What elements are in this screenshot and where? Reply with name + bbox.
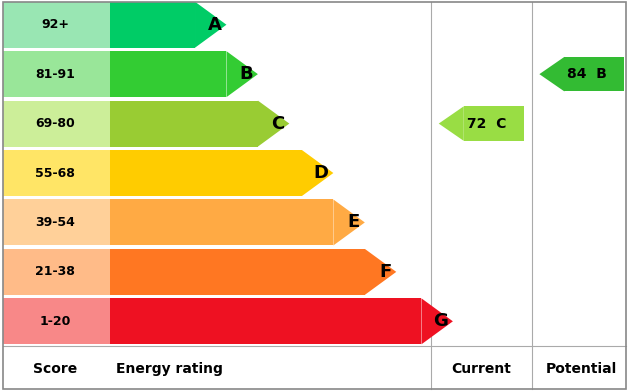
Bar [3, 249, 110, 295]
Text: 69-80: 69-80 [35, 117, 75, 130]
Text: 39-54: 39-54 [35, 216, 75, 229]
Text: 84  B: 84 B [567, 67, 607, 81]
Bar [110, 150, 302, 196]
Text: Current: Current [451, 362, 511, 375]
Bar [110, 2, 195, 48]
Bar [110, 249, 365, 295]
Text: F: F [379, 263, 392, 281]
Bar [3, 298, 110, 344]
Text: 1-20: 1-20 [40, 315, 70, 328]
Text: G: G [433, 312, 448, 330]
Polygon shape [421, 298, 453, 344]
Bar [3, 199, 110, 246]
Bar [3, 51, 110, 97]
Text: Potential: Potential [546, 362, 618, 375]
Text: 72  C: 72 C [467, 117, 506, 131]
Bar [564, 57, 625, 91]
Text: Energy rating: Energy rating [116, 362, 223, 375]
Polygon shape [302, 150, 333, 196]
Text: 81-91: 81-91 [35, 68, 75, 81]
Text: D: D [314, 164, 329, 182]
Polygon shape [195, 2, 226, 48]
Polygon shape [333, 199, 365, 246]
Polygon shape [226, 51, 258, 97]
Text: 92+: 92+ [41, 18, 69, 31]
Text: Score: Score [33, 362, 77, 375]
Text: 55-68: 55-68 [35, 167, 75, 179]
Text: C: C [271, 115, 285, 133]
Text: A: A [208, 16, 222, 34]
Polygon shape [439, 106, 464, 141]
Bar [3, 150, 110, 196]
Polygon shape [258, 100, 289, 147]
Bar [3, 2, 110, 48]
Polygon shape [365, 249, 396, 295]
Text: B: B [240, 65, 253, 83]
Polygon shape [540, 57, 564, 91]
Bar [464, 106, 524, 141]
Text: 21-38: 21-38 [35, 265, 75, 278]
Text: E: E [348, 213, 360, 231]
Bar [110, 298, 421, 344]
Bar [3, 100, 110, 147]
Bar [110, 51, 226, 97]
Bar [110, 199, 333, 246]
Bar [110, 100, 258, 147]
